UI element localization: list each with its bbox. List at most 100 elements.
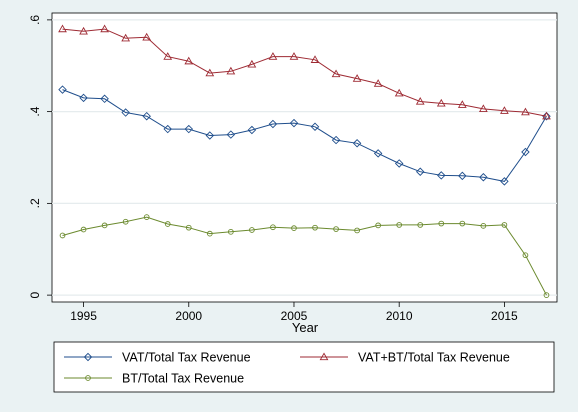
y-tick-label: .4: [28, 106, 42, 116]
data-point: [164, 221, 171, 227]
data-point: [289, 118, 299, 128]
data-point: [352, 74, 362, 82]
data-point: [100, 94, 109, 104]
data-point: [291, 225, 297, 231]
legend-label: VAT+BT/Total Tax Revenue: [358, 351, 510, 365]
data-point: [394, 88, 404, 97]
legend-box: [53, 341, 555, 393]
series-2: [58, 24, 551, 120]
series-1: [58, 85, 551, 186]
legend-entry: BT/Total Tax Revenue: [64, 372, 244, 386]
y-tick-label: .2: [28, 198, 42, 208]
data-point: [333, 226, 339, 232]
data-point: [289, 52, 299, 60]
data-point: [373, 149, 383, 158]
data-point: [206, 230, 213, 237]
data-point: [121, 33, 131, 42]
data-point: [352, 139, 362, 148]
data-point: [437, 171, 446, 180]
data-point: [438, 220, 445, 227]
series-line: [62, 28, 547, 117]
data-point: [163, 52, 173, 60]
data-point: [226, 66, 236, 75]
data-point: [249, 227, 255, 233]
data-point: [479, 172, 488, 182]
data-point: [500, 106, 509, 114]
data-point: [373, 79, 383, 87]
data-point: [185, 224, 192, 231]
data-point: [521, 147, 530, 157]
legend-marker: [85, 375, 91, 381]
plot-area: [51, 12, 558, 303]
data-point: [542, 111, 551, 120]
data-point: [478, 104, 488, 113]
data-point: [184, 56, 194, 65]
data-point: [394, 159, 404, 168]
series-line: [62, 216, 547, 296]
data-point: [226, 130, 236, 139]
data-point: [270, 224, 276, 231]
data-point: [312, 224, 318, 231]
grid-lines: [52, 19, 557, 296]
x-tick-label: 2010: [386, 309, 413, 323]
data-point: [415, 97, 425, 105]
data-point: [205, 131, 215, 140]
axes: 0 .2 .4 .6 1995 2000 2005 2010 2015: [28, 15, 518, 323]
data-point: [521, 107, 530, 116]
data-point: [268, 52, 278, 60]
y-tick-label: .6: [28, 15, 42, 25]
legend-label: BT/Total Tax Revenue: [122, 372, 244, 386]
data-point: [247, 59, 257, 68]
data-point: [163, 124, 172, 134]
data-point: [417, 222, 424, 228]
data-point: [375, 222, 381, 229]
data-point: [268, 119, 278, 129]
x-tick-label: 2000: [175, 309, 202, 323]
data-point: [143, 214, 150, 220]
data-point: [184, 124, 194, 134]
data-point: [459, 220, 466, 227]
data-point: [59, 232, 66, 239]
data-point: [436, 98, 446, 107]
data-point: [100, 24, 109, 33]
legend-label: VAT/Total Tax Revenue: [122, 351, 251, 365]
data-point: [396, 222, 403, 228]
data-point: [522, 252, 529, 259]
data-point: [354, 227, 360, 234]
x-tick-label: 2015: [491, 309, 518, 323]
data-point: [458, 171, 467, 181]
legend-entry: VAT/Total Tax Revenue: [64, 351, 251, 365]
data-point: [500, 177, 509, 186]
data-point: [542, 111, 551, 121]
data-point: [122, 218, 129, 225]
data-point: [142, 111, 151, 121]
legend-marker: [319, 352, 329, 361]
data-point: [79, 26, 88, 35]
data-point: [58, 85, 67, 94]
data-point: [310, 122, 320, 132]
data-point: [101, 222, 108, 229]
data-point: [247, 125, 257, 135]
data-point: [80, 226, 87, 233]
data-point: [480, 223, 487, 229]
data-point: [331, 69, 341, 78]
legend: VAT/Total Tax Revenue VAT+BT/Total Tax Re…: [64, 351, 510, 386]
x-tick-label: 1995: [70, 309, 97, 323]
y-tick-label: 0: [28, 291, 42, 298]
data-point: [58, 24, 67, 33]
legend-marker: [83, 352, 93, 362]
data-point: [543, 292, 550, 298]
data-point: [205, 68, 215, 77]
data-point: [79, 93, 88, 103]
data-point: [121, 108, 130, 117]
data-point: [142, 32, 152, 41]
data-point: [228, 228, 234, 235]
data-point: [415, 167, 425, 176]
series-3: [59, 214, 550, 298]
x-axis-title: Year: [292, 320, 319, 335]
data-point: [501, 222, 508, 228]
x-tick-label: 2005: [281, 309, 308, 323]
data-point: [457, 100, 467, 108]
